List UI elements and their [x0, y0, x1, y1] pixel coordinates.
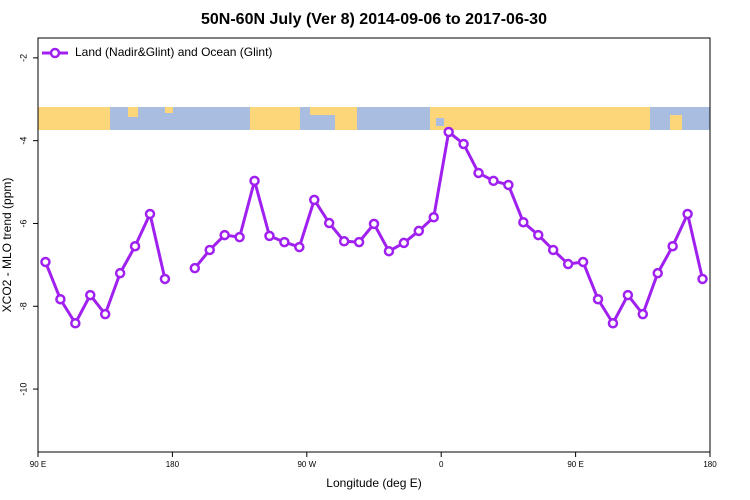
data-point — [114, 267, 126, 279]
legend-label: Land (Nadir&Glint) and Ocean (Glint) — [75, 45, 272, 59]
data-point — [294, 241, 305, 253]
data-point — [40, 256, 51, 268]
data-point — [398, 237, 410, 249]
data-point — [264, 230, 275, 242]
plot-frame — [37, 37, 711, 453]
data-point — [458, 138, 469, 150]
data-point — [428, 212, 439, 223]
y-tick-label: -4 — [18, 137, 28, 145]
data-point — [219, 229, 230, 241]
x-tick-label: 180 — [166, 460, 180, 469]
data-point — [249, 175, 260, 187]
data-point — [129, 240, 141, 252]
data-point — [309, 194, 320, 206]
data-point — [637, 308, 649, 320]
data-point — [503, 179, 514, 191]
data-point — [533, 229, 544, 241]
y-tick-label: -10 — [18, 383, 28, 396]
data-point — [667, 240, 678, 252]
data-point — [607, 317, 619, 329]
data-point — [697, 273, 708, 285]
data-point — [204, 244, 215, 256]
data-point — [443, 126, 454, 138]
x-tick-label: 0 — [439, 460, 444, 469]
data-point — [353, 236, 365, 248]
data-point — [383, 245, 395, 257]
data-point — [577, 256, 589, 268]
data-point — [234, 231, 245, 243]
data-point — [70, 317, 81, 329]
data-point — [85, 289, 96, 301]
data-point — [592, 293, 604, 305]
x-tick-label: 90 W — [297, 460, 316, 469]
chart-title: 50N-60N July (Ver 8) 2014-09-06 to 2017-… — [201, 11, 547, 28]
legend-marker — [49, 47, 61, 59]
data-point — [55, 293, 66, 305]
data-point — [323, 217, 335, 229]
data-point — [547, 244, 559, 256]
data-point — [189, 262, 201, 274]
data-point — [159, 273, 171, 285]
data-point — [279, 236, 290, 248]
data-point — [368, 218, 380, 230]
x-tick-label: 90 E — [567, 460, 583, 469]
data-point — [488, 175, 499, 187]
x-tick-label: 180 — [703, 460, 717, 469]
data-point — [562, 258, 574, 270]
data-point — [622, 289, 634, 301]
y-tick-label: -2 — [18, 54, 28, 62]
data-point — [473, 167, 484, 179]
data-point — [99, 308, 111, 320]
data-point — [652, 267, 663, 279]
x-tick-label: 90 E — [30, 460, 46, 469]
data-point — [413, 225, 425, 237]
data-point — [144, 208, 156, 220]
x-axis-label: Longitude (deg E) — [326, 476, 421, 490]
y-tick-label: -8 — [18, 302, 28, 310]
y-tick-label: -6 — [18, 219, 28, 227]
data-point — [338, 236, 350, 247]
data-point — [682, 208, 693, 220]
data-point — [518, 216, 529, 228]
y-axis-label: XCO2 - MLO trend (ppm) — [0, 178, 14, 313]
map-strip — [38, 107, 710, 130]
